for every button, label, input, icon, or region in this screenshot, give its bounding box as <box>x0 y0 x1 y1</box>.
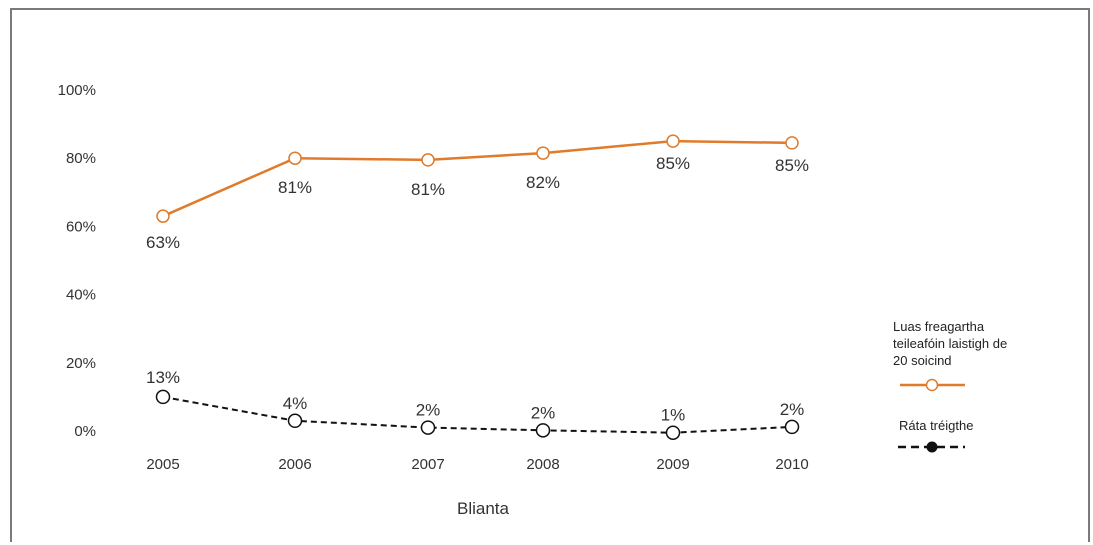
x-tick-label: 2008 <box>526 456 559 473</box>
series-line-response-rate <box>162 139 793 218</box>
series-layer <box>155 134 800 440</box>
data-label: 82% <box>526 173 560 192</box>
x-tick-label: 2009 <box>656 456 689 473</box>
data-point <box>784 419 800 435</box>
data-label: 2% <box>531 403 556 422</box>
x-axis-ticks: 2005 2006 2007 2008 2009 2010 <box>146 456 808 473</box>
data-point <box>536 146 550 160</box>
x-tick-label: 2010 <box>775 456 808 473</box>
x-axis-title: Blianta <box>457 499 510 518</box>
data-point <box>156 209 170 223</box>
data-label: 81% <box>411 180 445 199</box>
data-point <box>421 153 435 167</box>
data-labels: 63% 81% 81% 82% 85% 85% 13% 4% 2% 2% 1% 2% <box>146 154 809 425</box>
data-label: 85% <box>775 156 809 175</box>
data-label: 81% <box>278 178 312 197</box>
data-label: 4% <box>283 394 308 413</box>
data-point <box>666 134 680 148</box>
data-label: 2% <box>780 400 805 419</box>
y-tick-label: 60% <box>66 218 96 235</box>
data-point <box>785 136 799 150</box>
data-label: 1% <box>661 406 686 425</box>
legend-label: 20 soicind <box>893 353 952 368</box>
y-tick-label: 100% <box>58 82 96 99</box>
y-tick-label: 40% <box>66 287 96 304</box>
legend-label: Luas freagartha <box>893 319 985 334</box>
legend: Luas freagartha teileafóin laistigh de 20… <box>893 319 1007 453</box>
data-label: 85% <box>656 154 690 173</box>
data-point <box>665 425 681 440</box>
chart-frame <box>10 8 1090 542</box>
x-tick-label: 2005 <box>146 456 179 473</box>
y-tick-label: 0% <box>74 423 96 440</box>
x-tick-label: 2006 <box>278 456 311 473</box>
x-tick-label: 2007 <box>411 456 444 473</box>
legend-label: teileafóin laistigh de <box>893 336 1007 351</box>
data-label: 63% <box>146 233 180 252</box>
data-point <box>535 423 551 438</box>
legend-label: Ráta tréigthe <box>899 418 973 433</box>
data-point <box>287 413 303 429</box>
legend-marker <box>926 441 938 453</box>
data-point <box>155 389 171 405</box>
series-line-abandon-rate <box>162 395 793 434</box>
y-tick-label: 20% <box>66 355 96 372</box>
data-point <box>420 420 436 435</box>
y-axis-ticks: 0% 20% 40% 60% 80% 100% <box>58 82 96 440</box>
data-label: 2% <box>416 401 441 420</box>
legend-marker <box>925 378 939 392</box>
data-point <box>288 151 302 165</box>
data-label: 13% <box>146 368 180 387</box>
y-tick-label: 80% <box>66 150 96 167</box>
